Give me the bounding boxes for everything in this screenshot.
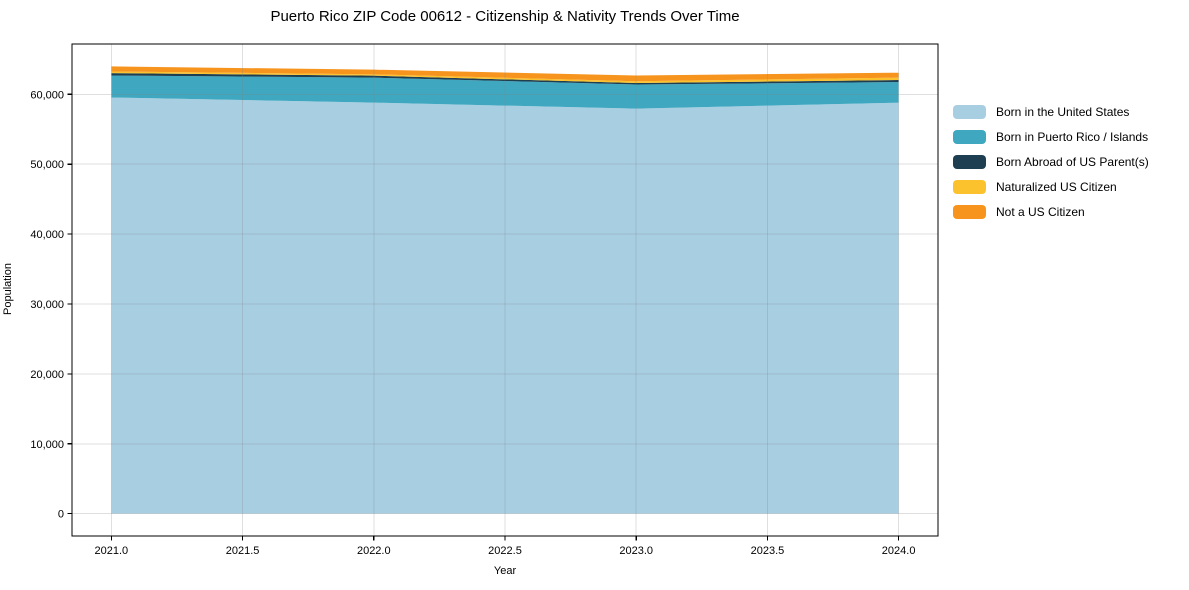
y-tick-label: 40,000 [30,229,64,241]
area-naturalized-us-citizen [111,71,899,83]
legend-swatch-born-abroad-icon [953,155,986,169]
y-axis-label: Population [2,263,14,315]
x-axis-label: Year [493,565,517,577]
x-tick-label: 2023.5 [751,545,785,557]
legend-label-born-us: Born in the United States [996,105,1130,119]
area-born-abroad-of-us-parent-s [111,73,899,85]
legend-swatch-born-pr-icon [953,130,986,144]
legend: Born in the United States Born in Puerto… [953,105,1149,219]
x-tick-label: 2024.0 [882,545,916,557]
legend-swatch-naturalized-icon [953,180,986,194]
legend-item-not-citizen: Not a US Citizen [953,205,1149,219]
y-tick-label: 60,000 [30,89,64,101]
legend-label-born-pr: Born in Puerto Rico / Islands [996,130,1149,144]
x-tick-label: 2022.5 [488,545,522,557]
area-not-a-us-citizen [111,66,899,82]
y-tick-label: 20,000 [30,369,64,381]
area-born-in-puerto-rico-islands [111,75,899,109]
legend-item-born-us: Born in the United States [953,105,1149,119]
area-born-in-the-united-states [111,97,899,514]
legend-item-born-abroad: Born Abroad of US Parent(s) [953,155,1149,169]
legend-item-naturalized: Naturalized US Citizen [953,180,1149,194]
x-tick-label: 2023.0 [619,545,653,557]
legend-label-naturalized: Naturalized US Citizen [996,180,1117,194]
legend-item-born-pr: Born in Puerto Rico / Islands [953,130,1149,144]
y-tick-label: 0 [58,509,64,521]
chart-title: Puerto Rico ZIP Code 00612 - Citizenship… [270,8,740,25]
y-tick-label: 50,000 [30,159,64,171]
x-tick-label: 2022.0 [357,545,391,557]
x-tick-label: 2021.5 [226,545,260,557]
x-tick-label: 2021.0 [95,545,129,557]
y-tick-label: 10,000 [30,439,64,451]
legend-label-not-citizen: Not a US Citizen [996,205,1085,219]
legend-label-born-abroad: Born Abroad of US Parent(s) [996,155,1149,169]
legend-swatch-born-us-icon [953,105,986,119]
legend-swatch-not-citizen-icon [953,205,986,219]
y-tick-label: 30,000 [30,299,64,311]
